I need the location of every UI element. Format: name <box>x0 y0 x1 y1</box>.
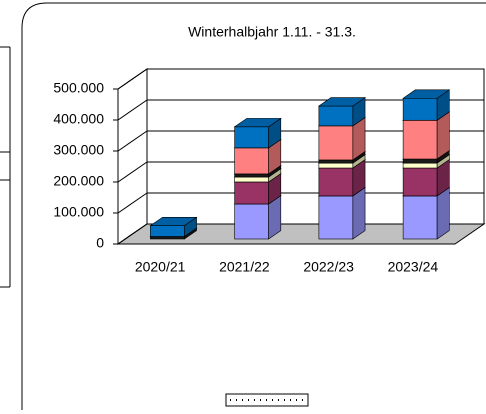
bar-segment <box>150 236 185 240</box>
bar-segment <box>402 195 438 240</box>
grid-line <box>117 99 148 121</box>
grid-line <box>117 130 148 152</box>
grid-line <box>117 223 148 245</box>
bar-side <box>352 186 366 240</box>
y-tick-label: 0 <box>96 235 104 251</box>
plot: 0 100.000 200.000 300.000 400.000 500.000 2020… <box>53 68 486 275</box>
y-tick-label: 500.000 <box>53 80 104 96</box>
bar-segment <box>234 203 269 240</box>
bar-segment <box>402 119 438 160</box>
y-tick-label: 300.000 <box>53 142 104 158</box>
y-tick-label: 400.000 <box>53 111 104 127</box>
bar-segment <box>234 181 269 205</box>
x-tick-label: 2021/22 <box>219 259 270 275</box>
x-tick-label: 2020/21 <box>135 259 186 275</box>
grid-line <box>117 68 148 90</box>
left-wall <box>117 68 148 245</box>
bar-segment <box>318 167 354 197</box>
bar-segment <box>402 167 438 197</box>
left-panel-edge <box>0 46 11 288</box>
bar-top <box>149 216 198 226</box>
grid-line <box>117 192 148 214</box>
bar-top <box>317 97 367 107</box>
y-tick-label: 200.000 <box>53 173 104 189</box>
bar-segment <box>402 158 438 164</box>
bar-segment <box>150 225 185 237</box>
bar-top <box>402 89 451 99</box>
bar-segment <box>402 162 438 169</box>
bar-segment <box>234 126 269 149</box>
x-tick-label: 2022/23 <box>303 259 354 275</box>
bar-segment <box>318 125 354 161</box>
bar-segment <box>318 105 354 127</box>
x-tick-label: 2023/24 <box>388 259 439 275</box>
bar-segment <box>318 162 354 169</box>
bar-top <box>233 118 282 128</box>
bar-segment <box>318 159 354 164</box>
bar-segment <box>234 173 269 178</box>
bar-side <box>436 186 450 240</box>
chart-frame <box>21 2 486 410</box>
legend <box>225 393 309 407</box>
bar-segment <box>234 176 269 183</box>
chart-title: Winterhalbjahr 1.11. - 31.3. <box>188 24 356 40</box>
bar-segment <box>402 97 438 121</box>
bar-segment <box>318 195 354 240</box>
y-tick-label: 100.000 <box>53 204 104 220</box>
bar-segment <box>234 147 269 175</box>
grid-line <box>117 161 148 183</box>
